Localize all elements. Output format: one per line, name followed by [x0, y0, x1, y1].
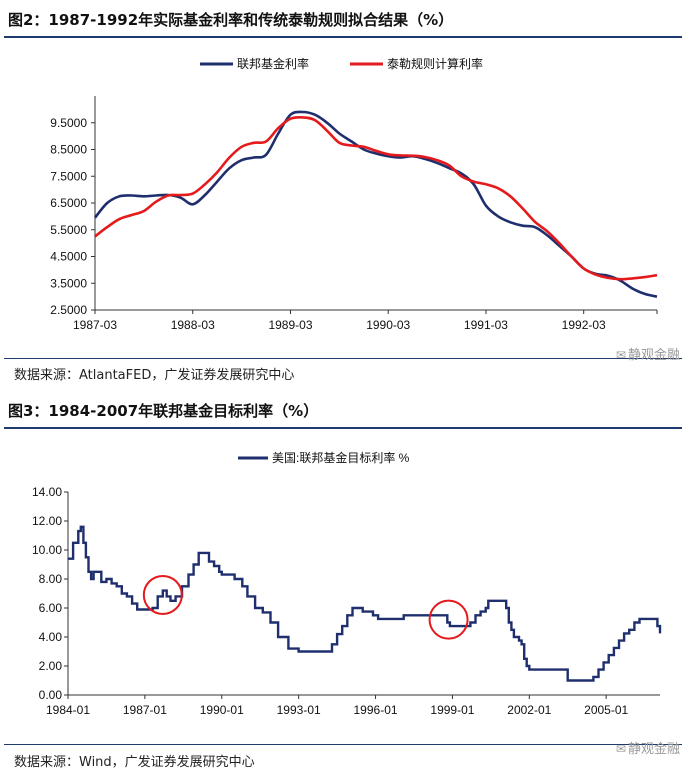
figure3-y-tick-label: 14.00 — [32, 485, 62, 499]
series-taylor-rule-line — [94, 115, 658, 281]
figure2-y-tick-label: 5.5000 — [50, 223, 87, 237]
figure2-y-tick-label: 6.5000 — [50, 196, 87, 210]
figure2-y-tick-label: 8.5000 — [50, 143, 87, 157]
figure3-x-tick-label: 2005-01 — [584, 703, 628, 717]
figure2-title: 图2：1987-1992年实际基金利率和传统泰勒规则拟合结果（%） — [8, 11, 454, 29]
figure2-y-tick-label: 3.5000 — [50, 276, 87, 290]
figure3-y-tick-label: 10.00 — [32, 543, 62, 557]
series-fed-funds-rate-line — [93, 110, 658, 298]
figure3-x-tick-label: 1996-01 — [354, 703, 398, 717]
figure3-axes: 0.00 2.00 4.00 6.00 8.00 10.00 12.00 14.00 1984-… — [32, 485, 660, 717]
figure2-x-tick-label: 1992-03 — [562, 318, 606, 332]
figure2-x-tick-label: 1989-03 — [268, 318, 312, 332]
figure2-source-rule — [4, 358, 682, 359]
figure3-source-rule — [4, 744, 682, 745]
figure3-y-tick-label: 0.00 — [39, 688, 63, 702]
figure3-y-tick-label: 2.00 — [39, 659, 63, 673]
figure3-y-tick-label: 8.00 — [39, 572, 63, 586]
figure3-source: 数据来源：Wind，广发证券发展研究中心 — [14, 755, 255, 770]
highlight-circle-2 — [428, 599, 469, 640]
figure3-x-tick-label: 1987-01 — [123, 703, 167, 717]
figure3-annotations — [142, 574, 469, 640]
figure3-legend-label: 美国:联邦基金目标利率 % — [272, 450, 410, 465]
figure2-y-tick-label: 4.5000 — [50, 250, 87, 264]
figure2-x-tick-label: 1990-03 — [366, 318, 410, 332]
figure3-watermark-text: 静观金融 — [627, 742, 680, 757]
figure2-x-tick-label: 1991-03 — [464, 318, 508, 332]
figure2-y-tick-label: 9.5000 — [50, 116, 87, 130]
series-fed-target-rate-line — [68, 525, 662, 682]
figure3-y-tick-label: 4.00 — [39, 630, 63, 644]
figure3-chart: 美国:联邦基金目标利率 % 0.00 2.00 4.00 6.00 8.00 10.00 1… — [32, 450, 662, 717]
figure3-y-tick-label: 12.00 — [32, 514, 62, 528]
figure3-x-tick-label: 1984-01 — [46, 703, 90, 717]
figure2-legend: 联邦基金利率 泰勒规则计算利率 — [200, 56, 483, 71]
figure2-x-tick-label: 1988-03 — [171, 318, 215, 332]
figure2-series — [93, 110, 658, 298]
figure3-x-tick-label: 1999-01 — [430, 703, 474, 717]
figure3-x-tick-label: 2002-01 — [507, 703, 551, 717]
figure2-chart: 联邦基金利率 泰勒规则计算利率 2.5000 3.5000 4.5000 5.5000 6… — [50, 56, 658, 332]
figure2-watermark: ✉ 静观金融 — [616, 344, 680, 363]
highlight-circle-1 — [142, 574, 183, 615]
figure2-x-tick-label: 1987-03 — [73, 318, 117, 332]
figure3-y-tick-label: 6.00 — [39, 601, 63, 615]
wechat-icon: ✉ — [615, 742, 626, 756]
figure2-source: 数据来源：AtlantaFED，广发证券发展研究中心 — [14, 368, 295, 383]
figure2-watermark-text: 静观金融 — [627, 348, 680, 363]
figure3-watermark: ✉ 静观金融 — [616, 738, 680, 757]
wechat-icon: ✉ — [615, 348, 626, 362]
figure3-title: 图3：1984-2007年联邦基金目标利率（%） — [8, 402, 319, 420]
figure2-legend-label: 泰勒规则计算利率 — [387, 56, 483, 71]
figure2-y-tick-label: 2.5000 — [50, 303, 87, 317]
figure3-title-rule — [4, 427, 682, 429]
figure3-legend: 美国:联邦基金目标利率 % — [238, 450, 410, 465]
figure3-x-tick-label: 1990-01 — [200, 703, 244, 717]
figure3-series — [68, 525, 662, 682]
figure2-legend-label: 联邦基金利率 — [237, 56, 309, 71]
figure2-axes: 2.5000 3.5000 4.5000 5.5000 6.5000 7.5000 8.50… — [50, 96, 658, 332]
figure3-x-tick-label: 1993-01 — [277, 703, 321, 717]
figure2-title-rule — [4, 36, 682, 38]
figure2-y-tick-label: 7.5000 — [50, 169, 87, 183]
